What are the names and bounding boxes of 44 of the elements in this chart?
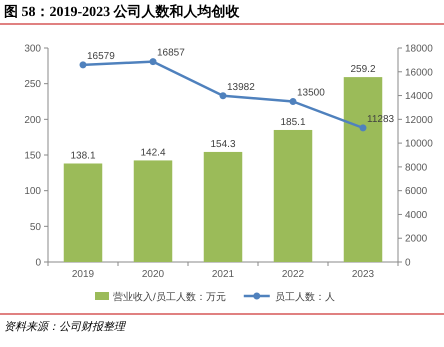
- point: [290, 98, 296, 105]
- y2-tick-label: 4000: [405, 210, 428, 221]
- y2-tick-label: 8000: [405, 162, 428, 174]
- y2-tick-label: 6000: [405, 186, 428, 198]
- y2-tick-label: 0: [405, 258, 411, 268]
- data-label: 13982: [227, 82, 256, 93]
- y2-tick-label: 18000: [405, 44, 434, 54]
- data-label: 154.3: [210, 138, 236, 150]
- y2-tick-label: 10000: [405, 138, 434, 150]
- data-label: 185.1: [280, 116, 306, 128]
- data-label: 142.4: [140, 147, 166, 158]
- x-tick-label: 2019: [72, 269, 95, 280]
- bar: [204, 152, 242, 262]
- y2-tick-label: 16000: [405, 67, 434, 78]
- y-tick-label: 0: [35, 258, 42, 268]
- y-tick-label: 300: [24, 44, 42, 54]
- point: [80, 61, 86, 68]
- y-tick-label: 250: [24, 79, 42, 90]
- y-tick-label: 50: [30, 222, 42, 233]
- x-tick-label: 2022: [282, 269, 305, 280]
- point: [220, 92, 226, 100]
- y-tick-label: 100: [24, 186, 42, 198]
- data-label: 259.2: [350, 64, 376, 76]
- text: 资料来源：公司财报整理: [4, 320, 127, 333]
- legend-label: 员工人数：人: [274, 292, 335, 303]
- bar: [64, 163, 102, 262]
- y2-tick-label: 14000: [405, 91, 434, 102]
- chart-title: 图 58：2019-2023 公司人数和人均创收: [4, 4, 241, 20]
- legend-label: 营业收入/员工人数：万元: [113, 291, 226, 303]
- y-tick-label: 150: [24, 150, 42, 162]
- point: [360, 124, 366, 132]
- data-label: 138.1: [70, 150, 96, 162]
- data-label: 13500: [297, 88, 326, 98]
- y-tick-label: 200: [24, 114, 42, 126]
- data-label: 16857: [157, 48, 186, 59]
- point: [150, 58, 156, 66]
- x-tick-label: 2021: [212, 269, 235, 280]
- bar: [134, 160, 172, 262]
- y2-tick-label: 2000: [405, 234, 428, 245]
- data-label: 16579: [87, 50, 116, 62]
- y2-tick-label: 12000: [405, 114, 434, 126]
- bar: [274, 130, 312, 262]
- x-tick-label: 2023: [352, 269, 375, 280]
- x-tick-label: 2020: [142, 269, 165, 280]
